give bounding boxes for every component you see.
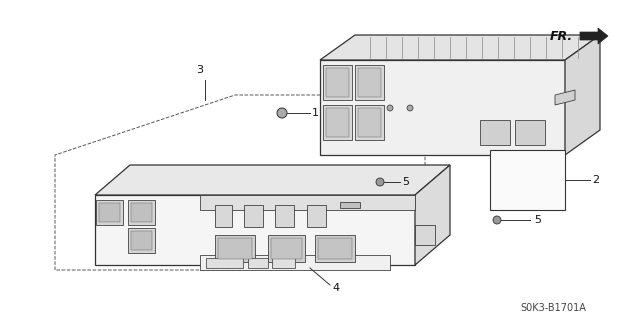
Polygon shape	[415, 225, 435, 245]
Polygon shape	[480, 120, 510, 145]
Polygon shape	[128, 200, 155, 225]
Polygon shape	[358, 108, 381, 137]
Polygon shape	[95, 165, 450, 195]
Circle shape	[277, 108, 287, 118]
Polygon shape	[96, 200, 123, 225]
Polygon shape	[218, 238, 252, 259]
Polygon shape	[307, 205, 326, 227]
Polygon shape	[271, 238, 302, 259]
Text: 3: 3	[196, 65, 204, 75]
Polygon shape	[128, 228, 155, 253]
Polygon shape	[131, 203, 152, 222]
Polygon shape	[215, 205, 232, 227]
Polygon shape	[275, 205, 294, 227]
Text: FR.: FR.	[550, 29, 573, 42]
Polygon shape	[268, 235, 305, 262]
Polygon shape	[358, 68, 381, 97]
Circle shape	[387, 105, 393, 111]
Polygon shape	[215, 235, 255, 262]
Polygon shape	[320, 35, 600, 60]
FancyBboxPatch shape	[490, 150, 565, 210]
Polygon shape	[355, 65, 384, 100]
Polygon shape	[415, 165, 450, 265]
Text: S0K3-B1701A: S0K3-B1701A	[520, 303, 586, 313]
Polygon shape	[326, 108, 349, 137]
Polygon shape	[244, 205, 263, 227]
Text: 5: 5	[534, 215, 541, 225]
Text: 2: 2	[592, 175, 599, 185]
Polygon shape	[555, 90, 575, 105]
Polygon shape	[565, 35, 600, 155]
Circle shape	[493, 216, 501, 224]
Polygon shape	[326, 68, 349, 97]
Polygon shape	[95, 195, 415, 265]
Polygon shape	[320, 60, 565, 155]
Polygon shape	[99, 203, 120, 222]
Polygon shape	[272, 258, 295, 268]
Polygon shape	[206, 258, 243, 268]
Text: 4: 4	[332, 283, 339, 293]
Polygon shape	[323, 105, 352, 140]
Circle shape	[407, 105, 413, 111]
Circle shape	[376, 178, 384, 186]
Polygon shape	[355, 105, 384, 140]
Polygon shape	[318, 238, 352, 259]
Polygon shape	[131, 231, 152, 250]
Polygon shape	[515, 120, 545, 145]
Polygon shape	[200, 255, 390, 270]
Polygon shape	[340, 202, 360, 208]
Polygon shape	[323, 65, 352, 100]
Polygon shape	[200, 195, 415, 210]
Polygon shape	[315, 235, 355, 262]
Polygon shape	[580, 28, 608, 44]
Text: 1: 1	[312, 108, 319, 118]
Polygon shape	[248, 258, 268, 268]
Text: 5: 5	[402, 177, 409, 187]
